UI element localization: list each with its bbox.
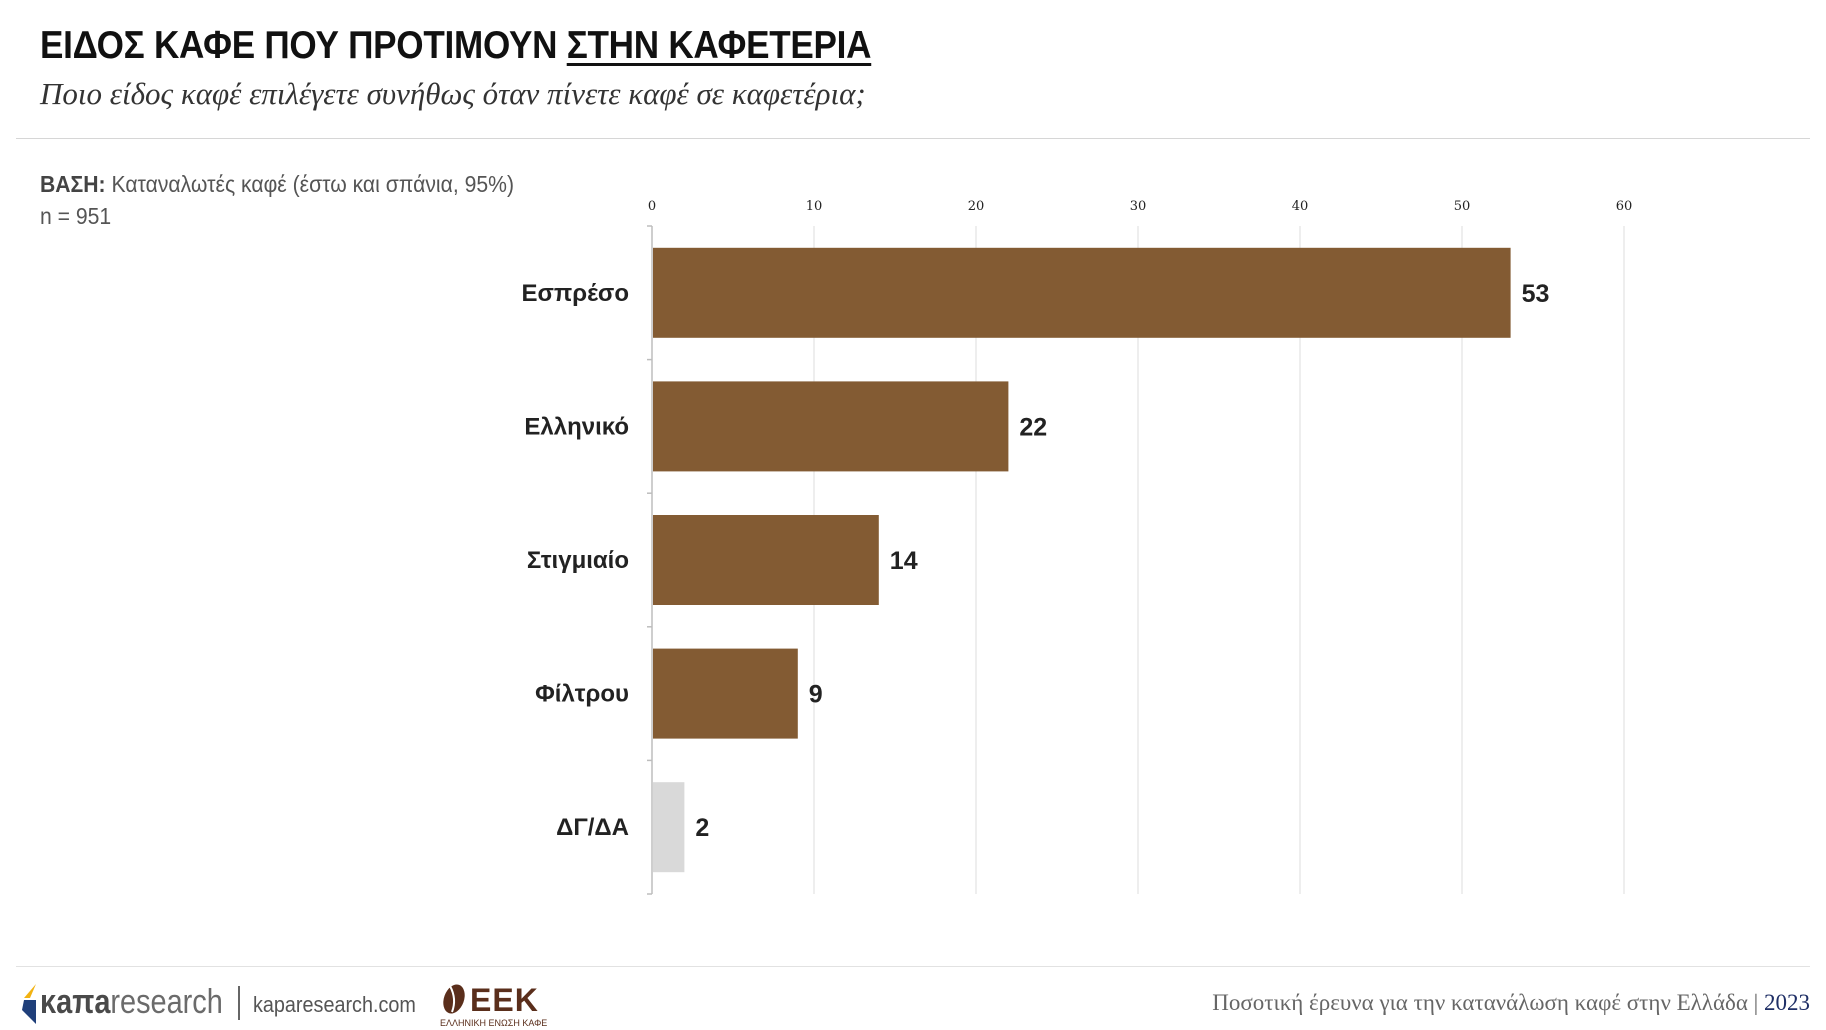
footnote-text: Ποσοτική έρευνα για την κατανάλωση καφέ … — [1212, 990, 1764, 1015]
x-tick-label: 30 — [1130, 199, 1147, 214]
x-tick-label: 10 — [806, 199, 823, 214]
value-label: 9 — [809, 681, 823, 709]
y-axis — [647, 225, 653, 895]
eek-logo: ΕΕΚ ΕΛΛΗΝΙΚΗ ΕΝΩΣΗ ΚΑΦΕ — [440, 982, 548, 1030]
title-part-2-underlined: ΣΤΗΝ ΚΑΦΕΤΕΡΙΑ — [566, 24, 872, 67]
header-divider — [16, 138, 1810, 139]
value-label: 53 — [1522, 280, 1550, 308]
category-label: Ελληνικό — [524, 413, 629, 440]
x-tick-label: 40 — [1292, 199, 1309, 214]
kapa-logo-rest: research — [110, 983, 223, 1021]
bar — [653, 381, 1009, 472]
bar — [653, 648, 798, 739]
footnote-year: 2023 — [1764, 990, 1810, 1015]
category-label: Εσπρέσο — [521, 280, 629, 307]
base-text: Καταναλωτές καφέ (έστω και σπάνια, 95%) — [105, 171, 515, 197]
page-subtitle: Ποιο είδος καφέ επιλέγετε συνήθως όταν π… — [40, 76, 866, 111]
footer-divider — [16, 966, 1810, 967]
eek-logo-subtitle: ΕΛΛΗΝΙΚΗ ΕΝΩΣΗ ΚΑΦΕ — [440, 1018, 548, 1028]
base-line: ΒΑΣΗ: Καταναλωτές καφέ (έστω και σπάνια,… — [40, 168, 514, 200]
x-tick-label: 50 — [1454, 199, 1471, 214]
value-label: 2 — [695, 814, 709, 842]
footer-separator — [238, 986, 240, 1020]
bar — [653, 247, 1511, 338]
category-label: Φίλτρου — [535, 681, 629, 708]
category-label: Στιγμιαίο — [527, 547, 629, 574]
x-axis-ticks: 0 10 20 30 40 50 60 — [648, 199, 1632, 214]
kapa-logo-mark-icon — [22, 984, 36, 1024]
survey-footnote: Ποσοτική έρευνα για την κατανάλωση καφέ … — [1212, 990, 1810, 1016]
bar — [653, 515, 879, 605]
coffee-bean-icon — [443, 984, 465, 1014]
x-tick-label: 20 — [968, 199, 985, 214]
kapa-research-logo: κaπaresearch — [18, 980, 228, 1028]
base-info: ΒΑΣΗ: Καταναλωτές καφέ (έστω και σπάνια,… — [40, 168, 514, 232]
value-labels: 53 22 14 9 2 — [695, 280, 1549, 842]
bar-chart: 0 10 20 30 40 50 60 Εσπρέσο Ελληνικό Στιγμιαίο Φί… — [521, 199, 1632, 895]
x-tick-label: 60 — [1616, 199, 1633, 214]
page-title: ΕΙΔΟΣ ΚΑΦΕ ΠΟΥ ΠΡΟΤΙΜΟΥΝ ΣΤΗΝ ΚΑΦΕΤΕΡΙΑ — [40, 24, 872, 68]
kapa-logo-bold: κaπa — [40, 983, 111, 1021]
bar — [653, 782, 685, 873]
value-label: 14 — [890, 547, 918, 575]
category-label: ΔΓ/ΔΑ — [556, 814, 629, 841]
kapa-logo-text: κaπaresearch — [40, 983, 223, 1022]
title-part-1: ΕΙΔΟΣ ΚΑΦΕ ΠΟΥ ΠΡΟΤΙΜΟΥΝ — [40, 24, 567, 67]
x-tick-label: 0 — [648, 199, 656, 214]
value-label: 22 — [1019, 413, 1047, 441]
chart-bars — [653, 247, 1511, 873]
website-link[interactable]: kaparesearch.com — [253, 992, 416, 1017]
base-label: ΒΑΣΗ: — [40, 171, 106, 197]
sample-size: n = 951 — [40, 203, 112, 229]
category-labels: Εσπρέσο Ελληνικό Στιγμιαίο Φίλτρου ΔΓ/ΔΑ — [521, 280, 629, 841]
eek-logo-text: ΕΕΚ — [470, 982, 539, 1018]
